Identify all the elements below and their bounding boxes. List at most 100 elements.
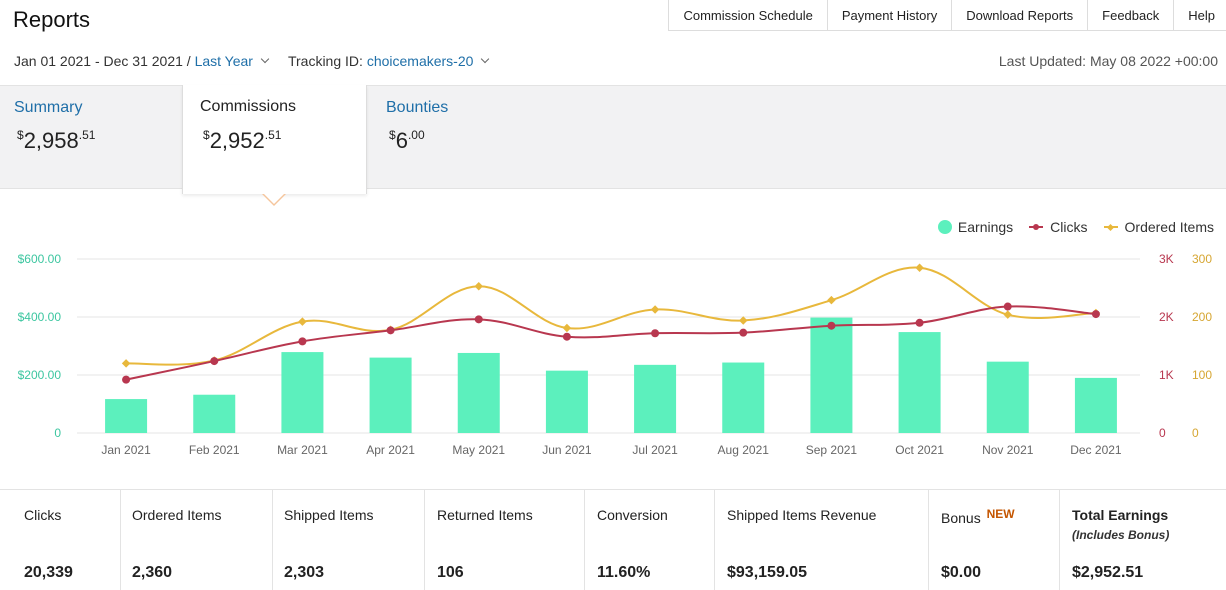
stat-label: Shipped Items Revenue bbox=[727, 507, 877, 523]
last-updated: Last Updated: May 08 2022 +00:00 bbox=[998, 53, 1218, 69]
stat-total-earnings: Total Earnings (Includes Bonus) $2,952.5… bbox=[1060, 490, 1226, 590]
date-separator: / bbox=[186, 53, 191, 69]
clicks-line-icon bbox=[1029, 224, 1044, 230]
stat-label: Shipped Items bbox=[284, 507, 374, 523]
ordered-items-point bbox=[474, 282, 483, 291]
chevron-down-icon[interactable] bbox=[481, 54, 490, 64]
x-axis-label: Jun 2021 bbox=[542, 443, 592, 457]
stat-label: Bonus NEW bbox=[941, 507, 1015, 526]
ordered-items-line-icon bbox=[1103, 223, 1118, 231]
ordered-items-point bbox=[739, 316, 748, 325]
legend-ordered-items[interactable]: Ordered Items bbox=[1103, 219, 1214, 235]
commissions-label: Commissions bbox=[200, 98, 297, 115]
tab-feedback[interactable]: Feedback bbox=[1088, 0, 1175, 30]
earnings-bar bbox=[898, 332, 941, 433]
earnings-bar bbox=[457, 352, 500, 433]
stat-ordered-items: Ordered Items 2,360 bbox=[121, 490, 273, 590]
stat-value: $2,952.51 bbox=[1072, 564, 1144, 581]
tab-download-reports[interactable]: Download Reports bbox=[952, 0, 1089, 30]
clicks-point bbox=[474, 315, 483, 324]
stat-label: Ordered Items bbox=[132, 507, 222, 523]
commissions-amount: $2,952.51 bbox=[203, 128, 282, 153]
left-axis-tick: $600.00 bbox=[18, 252, 62, 266]
legend-ordered-label: Ordered Items bbox=[1124, 219, 1214, 235]
tab-commission-schedule[interactable]: Commission Schedule bbox=[669, 0, 828, 30]
commissions-card[interactable]: Commissions $2,952.51 bbox=[182, 85, 367, 194]
ordered-items-point bbox=[915, 263, 924, 272]
stat-value: 20,339 bbox=[24, 564, 73, 581]
clicks-point bbox=[827, 321, 836, 330]
earnings-bar bbox=[545, 370, 588, 433]
date-range: Jan 01 2021 - Dec 31 2021 bbox=[14, 53, 183, 69]
legend-clicks-label: Clicks bbox=[1050, 219, 1088, 235]
earnings-swatch-icon bbox=[937, 220, 952, 234]
x-axis-label: Apr 2021 bbox=[366, 443, 415, 457]
x-axis-label: Oct 2021 bbox=[895, 443, 944, 457]
clicks-point bbox=[651, 329, 660, 338]
stat-clicks: Clicks 20,339 bbox=[0, 490, 121, 590]
summary-band: Summary $2,958.51 Commissions $2,952.51 … bbox=[0, 85, 1226, 194]
clicks-point bbox=[1091, 310, 1100, 319]
summary-amount: $2,958.51 bbox=[17, 128, 96, 153]
bounties-amount: $6.00 bbox=[389, 128, 425, 153]
clicks-line bbox=[125, 305, 1097, 381]
period-dropdown[interactable]: Last Year bbox=[194, 53, 253, 69]
bounties-card[interactable]: Bounties $6.00 bbox=[370, 86, 550, 190]
active-card-pointer bbox=[262, 193, 286, 206]
ordered-items-point bbox=[298, 317, 307, 326]
stat-value: 2,360 bbox=[132, 564, 173, 581]
legend-earnings[interactable]: Earnings bbox=[937, 219, 1013, 235]
clicks-point bbox=[386, 326, 395, 335]
stat-bonus: Bonus NEW $0.00 bbox=[929, 490, 1060, 590]
stat-note: (Includes Bonus) bbox=[1072, 528, 1170, 542]
ordered-items-line bbox=[126, 266, 1096, 366]
stat-conversion: Conversion 11.60% bbox=[585, 490, 715, 590]
stat-label: Returned Items bbox=[437, 507, 533, 523]
summary-label[interactable]: Summary bbox=[14, 99, 83, 116]
tab-payment-history[interactable]: Payment History bbox=[828, 0, 953, 30]
page-title: Reports bbox=[13, 7, 91, 32]
earnings-bar bbox=[810, 317, 853, 433]
ordered-items-point bbox=[1003, 310, 1012, 319]
tab-help[interactable]: Help bbox=[1188, 7, 1215, 23]
stat-value: 106 bbox=[437, 564, 464, 581]
report-nav-tabs: Commission Schedule Payment History Down… bbox=[668, 0, 1226, 31]
stat-label: Total Earnings bbox=[1072, 507, 1169, 523]
stat-label: Conversion bbox=[597, 507, 668, 523]
clicks-point bbox=[298, 337, 307, 346]
clicks-axis-tick: 3K bbox=[1159, 252, 1174, 266]
clicks-axis-tick: 1K bbox=[1159, 368, 1174, 382]
earnings-bar bbox=[722, 362, 765, 433]
clicks-point bbox=[122, 375, 131, 384]
stat-returned-items: Returned Items 106 bbox=[425, 490, 585, 590]
ordered-axis-tick: 200 bbox=[1192, 310, 1212, 324]
stat-value: $93,159.05 bbox=[727, 564, 808, 581]
clicks-point bbox=[915, 318, 924, 327]
stat-label: Clicks bbox=[24, 507, 62, 523]
tracking-id-dropdown[interactable]: choicemakers-20 bbox=[366, 53, 474, 69]
x-axis-label: Jan 2021 bbox=[101, 443, 151, 457]
earnings-bar bbox=[193, 394, 236, 433]
stat-value: $0.00 bbox=[941, 564, 982, 581]
earnings-bar bbox=[986, 361, 1029, 433]
earnings-bar bbox=[105, 399, 148, 433]
x-axis-label: May 2021 bbox=[452, 443, 505, 457]
stats-row: Clicks 20,339 Ordered Items 2,360 Shippe… bbox=[0, 489, 1226, 590]
earnings-bar bbox=[1074, 377, 1117, 433]
x-axis-label: Sep 2021 bbox=[806, 443, 858, 457]
legend-clicks[interactable]: Clicks bbox=[1029, 219, 1088, 235]
stat-value: 11.60% bbox=[597, 564, 651, 581]
chevron-down-icon[interactable] bbox=[260, 54, 270, 64]
filter-row: Jan 01 2021 - Dec 31 2021 / Last Year Tr… bbox=[14, 53, 490, 69]
summary-card[interactable]: Summary $2,958.51 bbox=[0, 86, 182, 190]
ordered-items-point bbox=[121, 359, 131, 368]
ordered-axis-tick: 0 bbox=[1192, 426, 1199, 440]
chart-legend: Earnings Clicks Ordered Items bbox=[922, 219, 1214, 235]
x-axis-label: Feb 2021 bbox=[189, 443, 240, 457]
ordered-axis-tick: 100 bbox=[1192, 368, 1212, 382]
ordered-items-point bbox=[562, 323, 572, 333]
tracking-label: Tracking ID: bbox=[287, 53, 363, 69]
bounties-label[interactable]: Bounties bbox=[386, 99, 449, 116]
stat-value: 2,303 bbox=[284, 564, 325, 581]
earnings-bar bbox=[634, 364, 677, 433]
